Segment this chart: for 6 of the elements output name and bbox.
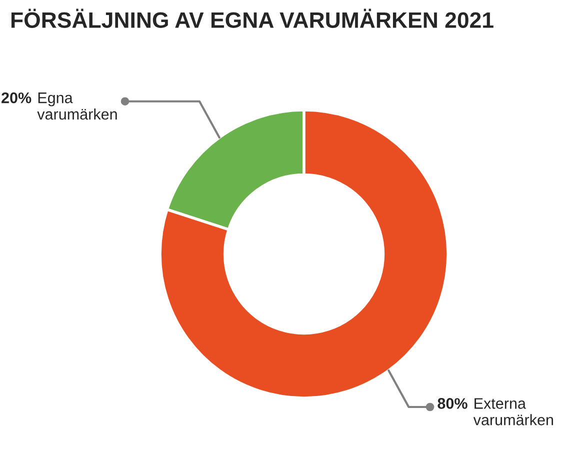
chart-title: FÖRSÄLJNING AV EGNA VARUMÄRKEN 2021: [11, 8, 494, 28]
data-label: 80%: [438, 398, 468, 409]
donut-slice: [158, 108, 450, 400]
slice-label: Egna varumärken: [37, 92, 117, 120]
data-label: 20%: [2, 92, 32, 104]
slice-label: Externa varumärken: [473, 398, 554, 426]
